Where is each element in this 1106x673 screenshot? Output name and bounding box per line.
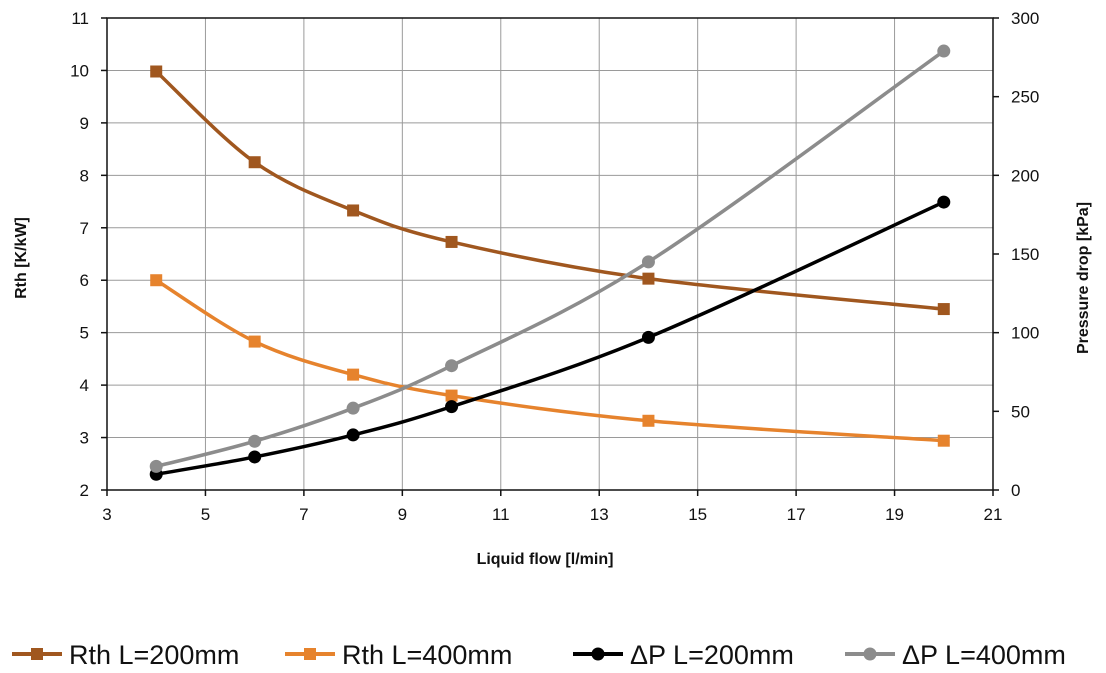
legend-marker-dp-l-200mm (591, 647, 605, 661)
y-tick-label: 2 (80, 481, 89, 500)
data-point-rth-l-200mm (642, 272, 655, 285)
series-lines (154, 49, 946, 477)
data-point-rth-l-400mm (248, 335, 261, 348)
y2-tick-label: 0 (1011, 481, 1020, 500)
data-point-rth-l-200mm (347, 204, 360, 217)
y2-tick-label: 100 (1011, 324, 1039, 343)
x-tick-label: 9 (398, 505, 407, 524)
legend-label-dp-l-400mm: ΔP L=400mm (902, 640, 1066, 670)
series-line-rth-l-200mm (154, 69, 946, 311)
x-tick-label: 3 (102, 505, 111, 524)
data-point-dp-l-200mm (937, 195, 951, 209)
data-point-dp-l-200mm (445, 400, 459, 414)
y2-tick-label: 150 (1011, 245, 1039, 264)
data-point-dp-l-400mm (641, 255, 655, 269)
data-point-rth-l-400mm (445, 389, 458, 402)
data-point-rth-l-200mm (248, 156, 261, 169)
y2-tick-label: 200 (1011, 166, 1039, 185)
y-tick-label: 8 (80, 166, 89, 185)
data-point-dp-l-400mm (346, 401, 360, 415)
data-point-rth-l-400mm (642, 414, 655, 427)
data-point-dp-l-200mm (248, 450, 262, 464)
data-point-dp-l-200mm (346, 428, 360, 442)
data-point-rth-l-200mm (937, 303, 950, 316)
x-tick-label: 19 (885, 505, 904, 524)
data-point-dp-l-200mm (641, 330, 655, 344)
legend-marker-dp-l-400mm (863, 647, 877, 661)
y-tick-label: 7 (80, 219, 89, 238)
x-tick-label: 5 (201, 505, 210, 524)
plot-frame (106, 17, 994, 491)
y-tick-label: 6 (80, 271, 89, 290)
series-line-rth-l-400mm (154, 278, 946, 443)
legend-marker-rth-l-400mm (304, 648, 316, 660)
legend: Rth L=200mm Rth L=400mm ΔP L=200mm ΔP L=400… (12, 640, 1066, 670)
data-point-rth-l-400mm (347, 368, 360, 381)
data-point-dp-l-400mm (248, 434, 262, 448)
x-tick-label: 11 (492, 505, 510, 524)
data-point-rth-l-200mm (150, 65, 163, 78)
y2-tick-label: 250 (1011, 88, 1039, 107)
y2-axis-title: Pressure drop [kPa] (1075, 202, 1092, 354)
x-tick-label: 21 (984, 505, 1003, 524)
data-point-dp-l-400mm (149, 459, 163, 473)
y-tick-label: 4 (80, 376, 89, 395)
data-point-rth-l-400mm (150, 274, 163, 287)
y2-tick-label: 50 (1011, 402, 1030, 421)
y-tick-label: 11 (71, 9, 89, 28)
legend-label-dp-l-200mm: ΔP L=200mm (630, 640, 794, 670)
data-point-dp-l-400mm (937, 44, 951, 58)
x-tick-label: 17 (787, 505, 806, 524)
legend-label-rth-l-200mm: Rth L=200mm (69, 640, 239, 670)
x-tick-label: 13 (590, 505, 609, 524)
y-axis-title: Rth [K/kW] (13, 217, 30, 299)
gridlines (106, 17, 994, 491)
y-tick-label: 9 (80, 114, 89, 133)
data-point-rth-l-200mm (445, 235, 458, 248)
x-tick-label: 7 (299, 505, 308, 524)
x-tick-label: 15 (688, 505, 707, 524)
legend-marker-rth-l-200mm (31, 648, 43, 660)
data-point-rth-l-400mm (937, 434, 950, 447)
legend-label-rth-l-400mm: Rth L=400mm (342, 640, 512, 670)
y-tick-label: 3 (80, 429, 89, 448)
data-point-dp-l-400mm (445, 359, 459, 373)
y2-tick-label: 300 (1011, 9, 1039, 28)
y-tick-label: 10 (70, 61, 89, 80)
x-axis-title: Liquid flow [l/min] (477, 551, 614, 568)
axes: 3 5 7 9 11 13 15 17 19 21234567891011050100150200… (70, 9, 1039, 524)
series-markers (149, 44, 951, 481)
y-tick-label: 5 (80, 324, 89, 343)
